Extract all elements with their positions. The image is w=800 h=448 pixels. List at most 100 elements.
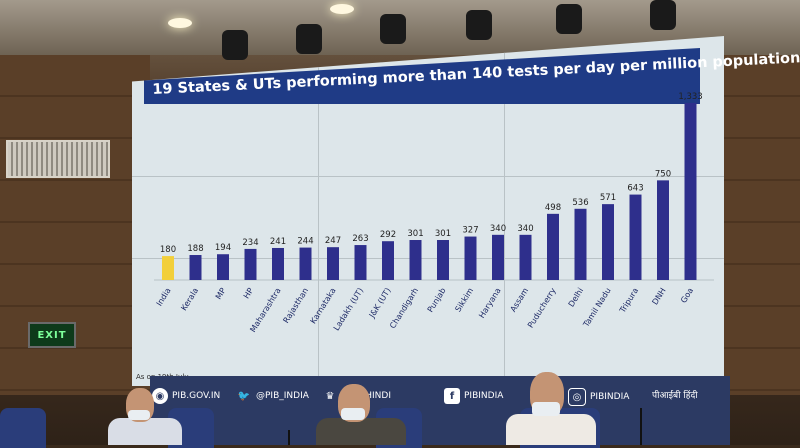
bar-delhi [574, 208, 587, 280]
category-label: J&K (UT) [367, 286, 393, 320]
shirt [506, 414, 596, 445]
category-label: Ladakh (UT) [332, 286, 365, 332]
banner-label: पीआईबी हिंदी [652, 391, 698, 401]
category-label: Karnataka [309, 286, 338, 325]
category-label: Assam [509, 286, 531, 313]
bar-j-k-ut- [382, 241, 394, 280]
category-label: Tripura [617, 286, 640, 315]
instagram-icon: ◎ [568, 388, 586, 406]
banner-label: PIBINDIA [590, 392, 630, 402]
facebook-icon: f [444, 388, 460, 404]
category-label: MP [214, 286, 228, 301]
value-label: 750 [655, 169, 671, 179]
value-label: 292 [380, 230, 396, 240]
emblem-icon: ♛ [325, 390, 335, 402]
face-mask [128, 410, 150, 420]
screen-seam [132, 176, 724, 177]
wood-panel-wall-right [720, 55, 800, 395]
value-label: 301 [435, 229, 451, 239]
microphone [288, 430, 290, 445]
category-label: Puducherry [526, 286, 558, 330]
screen-seam [318, 36, 319, 386]
value-label: 180 [160, 245, 176, 255]
category-label: DNH [650, 286, 667, 306]
value-label: 301 [407, 229, 423, 239]
value-label: 498 [545, 203, 561, 213]
stage-spotlight [222, 30, 248, 60]
banner-label: @PIB_INDIA [256, 391, 309, 401]
jacket [316, 418, 406, 445]
bar-hp [244, 248, 257, 280]
ceiling-light [330, 4, 354, 14]
category-label: India [155, 286, 173, 308]
value-label: 1,333 [678, 92, 702, 102]
screen-seam [132, 258, 724, 259]
value-label: 194 [215, 243, 231, 253]
stage-spotlight [296, 24, 322, 54]
banner-label: PIB.GOV.IN [172, 391, 221, 401]
bar-kerala [189, 255, 202, 280]
banner-item-pib: ◉ PIB.GOV.IN [152, 388, 220, 404]
stage-spotlight [466, 10, 492, 40]
category-label: Tamil Nadu [581, 286, 613, 329]
bar-puducherry [547, 213, 559, 280]
bar-karnataka [327, 247, 339, 280]
screen-seam [504, 36, 505, 386]
category-label: Goa [679, 286, 695, 304]
category-label: Rajasthan [281, 286, 310, 324]
banner-item-facebook: f PIBINDIA [444, 388, 503, 404]
bar-goa [684, 102, 697, 280]
category-label: Punjab [426, 286, 448, 314]
value-labels-group: 180 188 194 234 241 244 247 263 292 301 301 327 340 3… [160, 92, 703, 255]
category-label: HP [242, 286, 255, 300]
air-vent [6, 140, 110, 178]
bar-tripura [629, 194, 642, 280]
bar-mp [217, 254, 229, 280]
ceiling-light [168, 18, 192, 28]
category-label: Chandigarh [388, 286, 420, 330]
face-mask [532, 402, 560, 416]
pib-logo-icon: ◉ [152, 388, 168, 404]
ceiling [0, 0, 800, 60]
category-labels-group: India Kerala MP HPMaharashtraRajasthanKarna… [155, 286, 696, 334]
value-label: 234 [242, 238, 258, 248]
value-label: 571 [600, 193, 616, 203]
banner-item-twitter: 🐦 @PIB_INDIA [236, 388, 309, 404]
value-label: 340 [517, 224, 533, 234]
value-label: 244 [297, 237, 313, 247]
pib-banner [150, 376, 730, 445]
twitter-icon: 🐦 [237, 390, 251, 402]
banner-item-instagram: ◎ PIBINDIA [568, 388, 629, 406]
stage-spotlight [650, 0, 676, 30]
value-label: 241 [270, 237, 286, 247]
face-mask [341, 408, 365, 420]
value-label: 247 [325, 236, 341, 246]
value-label: 340 [490, 224, 506, 234]
bar-maharashtra [272, 247, 284, 280]
stage-spotlight [380, 14, 406, 44]
exit-sign: EXIT [28, 322, 76, 348]
value-label: 263 [352, 234, 368, 244]
banner-label: PIBINDIA [464, 391, 504, 401]
bar-dnh [657, 180, 669, 280]
shirt [108, 418, 182, 445]
bar-rajasthan [299, 247, 312, 280]
bar-ladakh-ut- [354, 245, 367, 280]
bars-group [162, 102, 697, 280]
banner-item-hindi-text: पीआईबी हिंदी [652, 388, 698, 401]
bar-india [162, 256, 174, 280]
bar-tamil-nadu [602, 204, 614, 280]
value-label: 188 [187, 244, 203, 254]
value-label: 643 [627, 184, 643, 194]
bar-chart: 180 188 194 234 241 244 247 263 292 301 301 327 340 3… [154, 92, 714, 334]
category-label: Delhi [567, 286, 586, 308]
value-label: 327 [462, 226, 478, 236]
bar-chandigarh [409, 240, 422, 280]
microphone [640, 408, 642, 445]
chair [0, 408, 46, 448]
category-label: Sikkim [453, 286, 475, 313]
value-label: 536 [572, 198, 588, 208]
category-label: Kerala [179, 286, 200, 312]
bar-haryana [492, 234, 504, 280]
bar-assam [519, 234, 532, 280]
